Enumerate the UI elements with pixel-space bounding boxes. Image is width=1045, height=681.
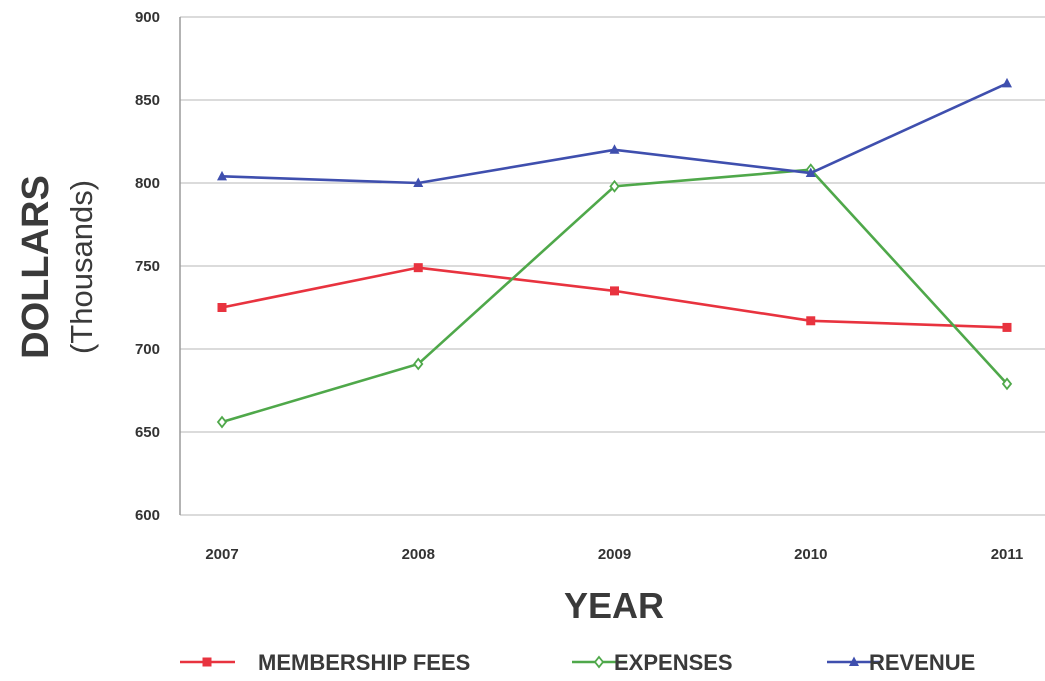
series-membership-fees <box>217 263 1012 332</box>
series-lines <box>216 77 1013 429</box>
data-point-expenses <box>216 415 228 429</box>
y-tick-label: 600 <box>135 507 160 524</box>
data-point-expenses <box>609 179 620 193</box>
y-tick-label: 800 <box>135 175 160 192</box>
series-revenue <box>217 77 1012 187</box>
legend-marker <box>202 657 212 667</box>
data-point-revenue <box>609 144 620 154</box>
data-point-expenses <box>1001 377 1013 391</box>
legend-label: EXPENSES <box>614 650 733 675</box>
legend-marker <box>849 656 859 666</box>
data-point-membership-fees <box>413 263 423 273</box>
series-line-revenue <box>221 82 1008 185</box>
x-tick-label: 2007 <box>205 546 238 563</box>
legend-label: REVENUE <box>869 650 975 675</box>
data-point-revenue <box>1002 77 1012 88</box>
y-axis-label: DOLLARS <box>15 175 57 359</box>
y-tick-label: 750 <box>135 258 160 275</box>
y-tick-label: 900 <box>135 9 160 26</box>
data-point-membership-fees <box>610 286 619 296</box>
series-expenses <box>216 163 1013 429</box>
data-point-revenue <box>217 170 227 181</box>
legend-label: MEMBERSHIP FEES <box>258 650 470 675</box>
y-axis-sublabel: (Thousands) <box>64 180 99 354</box>
data-point-revenue <box>805 167 816 178</box>
legend-item-membership-fees: MEMBERSHIP FEES <box>180 650 470 675</box>
legend: MEMBERSHIP FEES EXPENSES REVENUE <box>180 650 975 675</box>
data-point-membership-fees <box>1002 322 1012 332</box>
y-tick-labels: 600 650 700 750 800 850 900 <box>135 9 160 524</box>
x-tick-label: 2011 <box>991 546 1024 563</box>
legend-marker <box>593 655 605 669</box>
x-tick-label: 2010 <box>794 546 827 563</box>
series-line-expenses <box>221 168 1008 424</box>
data-point-membership-fees <box>217 303 227 312</box>
series-line-membership-fees <box>221 266 1008 329</box>
data-point-revenue <box>413 177 424 187</box>
x-axis-label: YEAR <box>564 585 664 626</box>
y-tick-label: 650 <box>135 424 160 441</box>
y-tick-label: 700 <box>135 341 160 358</box>
y-tick-label: 850 <box>135 92 160 109</box>
data-point-membership-fees <box>806 316 816 326</box>
legend-item-expenses: EXPENSES <box>572 650 733 675</box>
x-tick-label: 2008 <box>402 546 435 563</box>
x-tick-label: 2009 <box>598 546 631 563</box>
legend-item-revenue: REVENUE <box>827 650 975 675</box>
gridlines <box>180 16 1045 516</box>
x-tick-labels: 2007 2008 2009 2010 2011 <box>205 546 1023 563</box>
data-point-expenses <box>413 357 424 371</box>
